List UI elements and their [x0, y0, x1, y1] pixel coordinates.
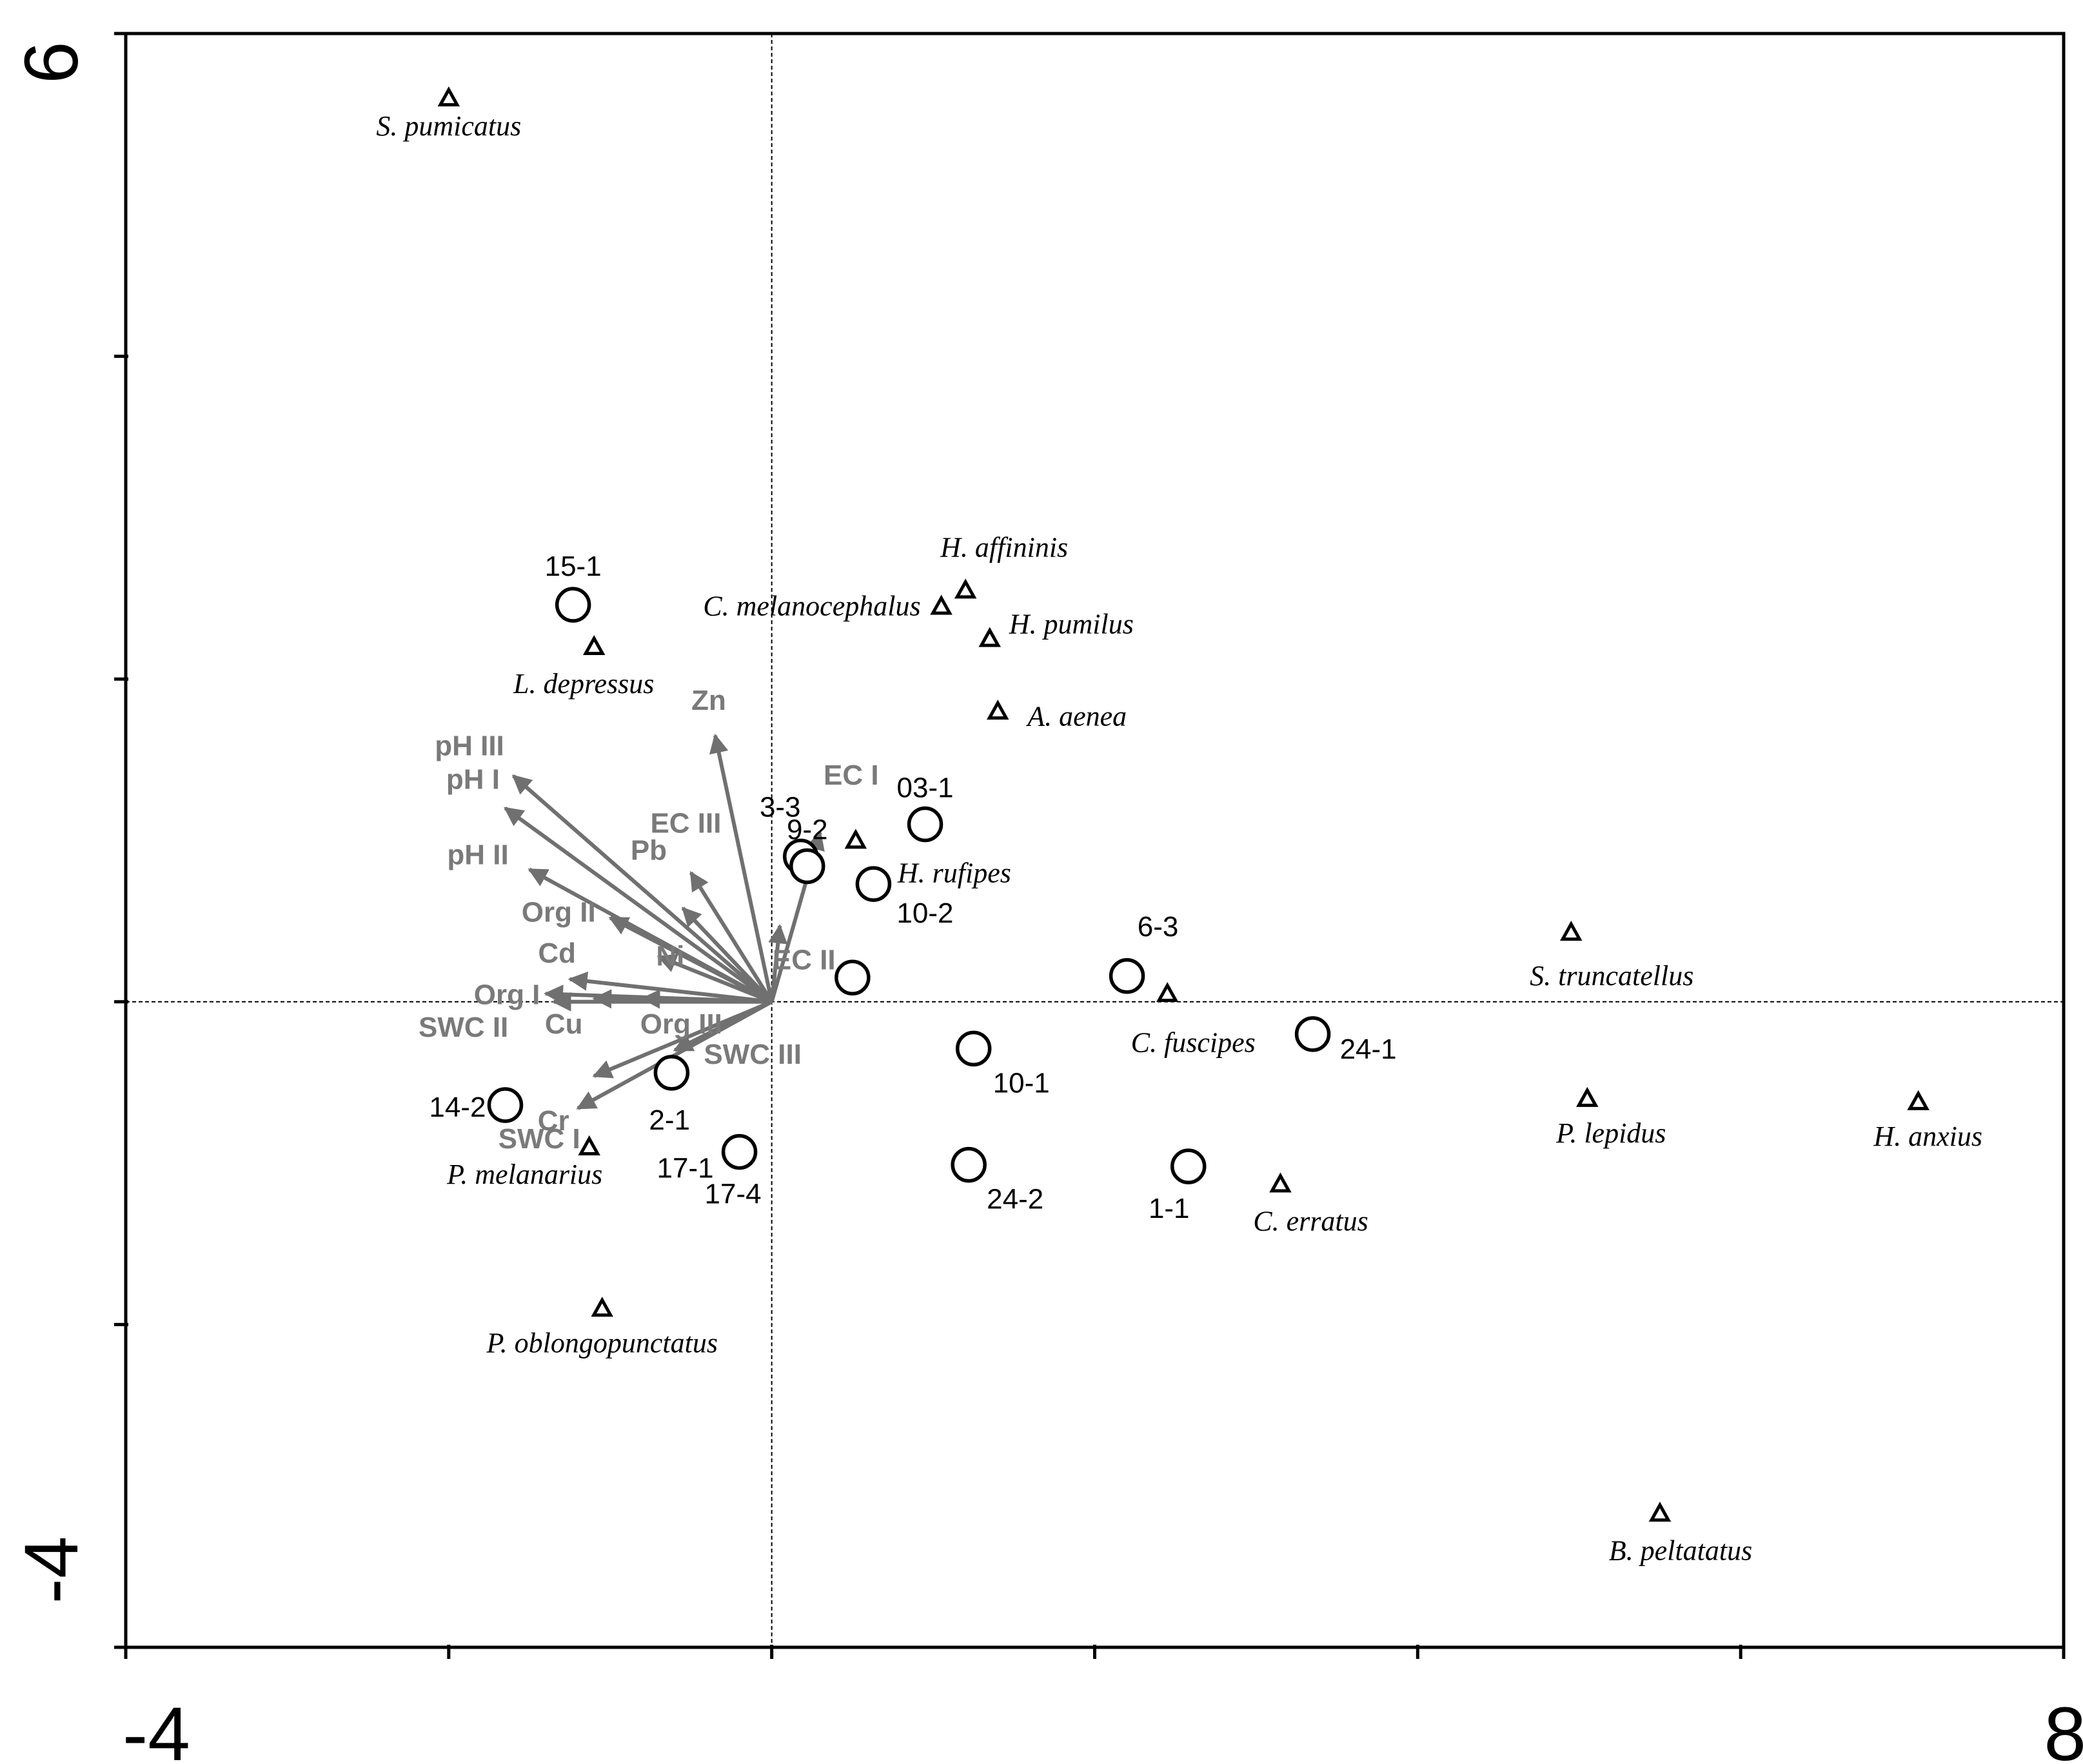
site-label-9-2: 9-2 [787, 814, 828, 846]
species-marker-s-pumicatus [437, 86, 460, 107]
species-marker-p-melanarius [578, 1135, 600, 1155]
species-label-a-aenea: A. aenea [1025, 700, 1127, 732]
env-label-swc-iii: SWC III [704, 1039, 802, 1070]
species-label-h-affininis: H. affininis [940, 532, 1068, 564]
site-marker-2-1 [653, 1055, 690, 1091]
env-label-swc-i: SWC I [499, 1123, 580, 1155]
env-arrow-ni [656, 954, 773, 1004]
env-label-cd: Cd [538, 937, 576, 969]
species-marker-h-anxius [1907, 1090, 1930, 1110]
species-marker-p-oblongopunctatus [591, 1297, 613, 1317]
env-label-ph-i: pH I [446, 763, 500, 795]
site-label-10-2: 10-2 [896, 897, 953, 929]
site-marker-10-2 [855, 866, 892, 902]
site-marker-15-1 [555, 587, 591, 623]
env-arrow-cd [568, 971, 773, 1004]
species-label-b-peltatatus: B. peltatatus [1609, 1534, 1752, 1566]
species-marker-a-aenea [987, 700, 1009, 720]
env-label-org-ii: Org II [522, 897, 596, 928]
env-arrow-zn [709, 733, 774, 1003]
env-label-ec-ii: EC II [773, 945, 836, 976]
env-label-ec-iii: EC III [650, 808, 721, 839]
site-label-17-4: 17-4 [705, 1179, 762, 1210]
site-label-2-1: 2-1 [649, 1104, 690, 1136]
species-label-h-pumilus: H. pumilus [1009, 609, 1134, 640]
site-label-6-3: 6-3 [1138, 911, 1179, 943]
site-label-03-1: 03-1 [897, 772, 954, 803]
site-label-10-1: 10-1 [993, 1067, 1050, 1099]
species-points: S. pumicatus H. affininis C. melanocephalu… [376, 86, 1982, 1566]
env-label-org-iii: Org III [640, 1008, 722, 1040]
axis-tick-labels: -4 8 6 -4 [9, 41, 2083, 1764]
species-label-p-oblongopunctatus: P. oblongopunctatus [486, 1327, 718, 1358]
species-label-l-depressus: L. depressus [513, 668, 654, 700]
species-marker-s-truncatellus [1559, 921, 1583, 941]
species-marker-p-lepidus [1576, 1086, 1599, 1107]
species-marker-h-affininis [954, 578, 977, 599]
species-marker-c-melanocephalus [930, 594, 953, 615]
env-arrow-ph-iii [511, 774, 773, 1004]
species-label-p-melanarius: P. melanarius [446, 1159, 602, 1190]
env-arrow-pb [681, 906, 773, 1003]
site-marker-6-3 [1109, 958, 1145, 994]
species-label-h-anxius: H. anxius [1873, 1121, 1982, 1152]
env-label-ph-ii: pH II [447, 839, 508, 871]
site-marker-ec-ii [834, 959, 871, 996]
x-tick-label: -4 [123, 1692, 190, 1764]
site-marker-24-1 [1294, 1016, 1331, 1052]
species-marker-b-peltatatus [1648, 1502, 1672, 1522]
env-arrow-swc-iii [673, 1000, 773, 1052]
site-marker-24-2 [951, 1146, 987, 1183]
env-label-org-i: Org I [474, 979, 540, 1010]
env-arrow-ph-i [504, 807, 773, 1004]
species-marker-h-rufipes [844, 828, 867, 849]
species-marker-h-pumilus [978, 627, 1001, 647]
env-arrow-ec-iii [689, 871, 774, 1003]
axis-ticks [114, 32, 2066, 1659]
env-label-ni: Ni [656, 941, 684, 972]
site-marker-1-1 [1170, 1148, 1207, 1184]
env-label-pb: Pb [631, 835, 667, 867]
plot-frame [124, 32, 2066, 1649]
env-label-zn: Zn [691, 685, 726, 716]
species-label-c-erratus: C. erratus [1253, 1206, 1368, 1237]
species-label-c-melanocephalus: C. melanocephalus [703, 591, 920, 622]
site-label-24-1: 24-1 [1340, 1034, 1397, 1065]
site-label-15-1: 15-1 [545, 551, 602, 582]
env-label-cu: Cu [545, 1008, 583, 1040]
env-arrow-ec-ii [768, 924, 788, 1003]
species-label-s-pumicatus: S. pumicatus [376, 110, 521, 142]
site-marker-03-1 [907, 806, 943, 843]
species-label-h-rufipes: H. rufipes [897, 858, 1011, 889]
species-marker-c-erratus [1269, 1172, 1292, 1193]
site-marker-14-2 [487, 1087, 524, 1123]
site-points: 15-1 03-1 3-39-2 10-2 6-3 24-1 10-1 2-1 14-2 17-1… [429, 551, 1396, 1224]
species-label-c-fuscipes: C. fuscipes [1131, 1026, 1256, 1058]
y-tick-label: -4 [9, 1536, 94, 1604]
env-label-swc-ii: SWC II [419, 1012, 508, 1043]
env-label-ec-i: EC I [824, 760, 879, 791]
env-arrow-org-iii [640, 989, 772, 1009]
site-marker-9-2 [789, 848, 825, 885]
env-arrow-org-ii [608, 916, 773, 1004]
y-tick-label: 6 [9, 41, 94, 84]
site-label-3-3: 3-3 [760, 792, 801, 823]
species-marker-c-fuscipes [1156, 982, 1179, 1003]
site-label-24-2: 24-2 [987, 1184, 1043, 1215]
reference-lines [126, 34, 2064, 1647]
env-label-cr: Cr [538, 1105, 569, 1137]
site-marker-10-1 [955, 1030, 992, 1067]
species-marker-l-depressus [582, 634, 606, 656]
site-label-1-1: 1-1 [1149, 1193, 1190, 1224]
site-marker-17-1 [721, 1133, 758, 1170]
site-label-14-2: 14-2 [429, 1092, 486, 1123]
env-label-ph-iii: pH III [435, 730, 504, 761]
species-label-p-lepidus: P. lepidus [1555, 1117, 1666, 1149]
site-label-17-1: 17-1 [657, 1153, 714, 1184]
species-label-s-truncatellus: S. truncatellus [1530, 960, 1693, 992]
x-tick-label: 8 [2044, 1692, 2083, 1764]
